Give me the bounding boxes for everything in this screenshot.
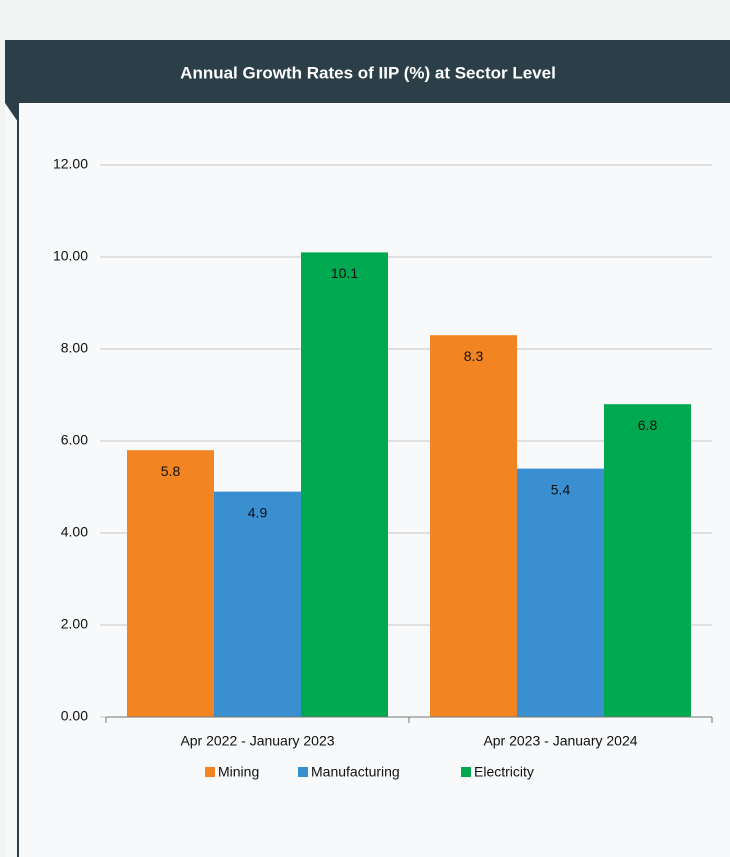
data-label: 10.1 <box>331 265 358 281</box>
y-tick-label: 0.00 <box>61 708 88 724</box>
legend-swatch <box>298 767 308 777</box>
y-tick-label: 6.00 <box>61 432 88 448</box>
legend-label: Manufacturing <box>311 764 400 780</box>
data-label: 5.8 <box>161 463 181 479</box>
corner-fold <box>5 103 18 122</box>
y-tick-label: 4.00 <box>61 524 88 540</box>
y-tick-label: 12.00 <box>53 156 88 172</box>
bar <box>604 404 691 717</box>
x-tick-label: Apr 2022 - January 2023 <box>180 733 334 749</box>
chart-title: Annual Growth Rates of IIP (%) at Sector… <box>180 63 556 82</box>
legend-swatch <box>205 767 215 777</box>
x-tick-label: Apr 2023 - January 2024 <box>483 733 637 749</box>
legend-label: Electricity <box>474 764 534 780</box>
legend-swatch <box>461 767 471 777</box>
panel-border <box>17 103 19 857</box>
y-tick-label: 2.00 <box>61 616 88 632</box>
plot: 0.00 2.00 4.00 6.00 8.00 10.00 12.00 Apr 2022 -… <box>53 156 713 780</box>
bar <box>430 335 517 717</box>
data-label: 4.9 <box>248 504 268 520</box>
data-label: 5.4 <box>551 481 571 497</box>
y-tick-label: 8.00 <box>61 340 88 356</box>
header-bar <box>5 40 730 103</box>
y-tick-label: 10.00 <box>53 248 88 264</box>
legend-label: Mining <box>218 764 259 780</box>
bar <box>517 468 604 717</box>
bar <box>214 491 301 717</box>
data-label: 8.3 <box>464 348 484 364</box>
bar <box>127 450 214 717</box>
data-label: 6.8 <box>638 417 658 433</box>
bar <box>301 252 388 717</box>
